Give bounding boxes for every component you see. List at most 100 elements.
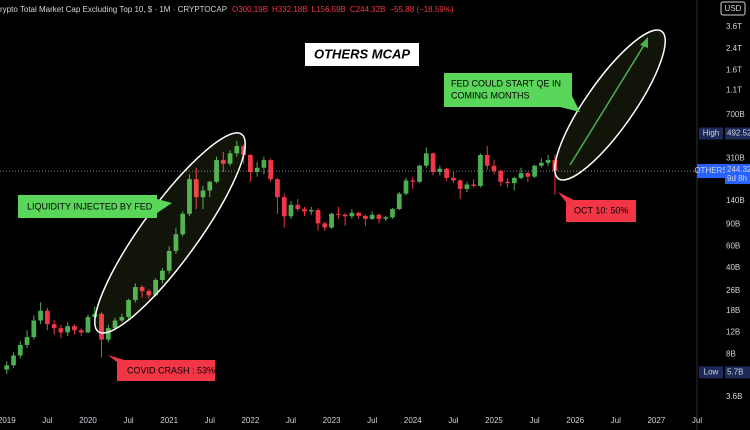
candle-body <box>153 279 159 296</box>
x-tick-label: 2020 <box>79 416 97 425</box>
candle-body <box>505 181 510 184</box>
arrow <box>569 41 647 166</box>
candle-body <box>72 326 77 331</box>
header-value: −55.88 (−18.59%) <box>389 5 453 14</box>
badge-value: 492.52B <box>727 129 750 138</box>
arrow-head <box>640 37 648 48</box>
currency-box <box>720 1 746 16</box>
candle-body <box>451 177 456 181</box>
x-tick-label: 2024 <box>404 416 422 425</box>
currency: USD <box>725 4 742 13</box>
candle-body <box>112 320 118 329</box>
callout-text: COMING MONTHS <box>451 90 530 100</box>
candle-body <box>538 162 544 166</box>
chart-title: OTHERS MCAP <box>314 46 410 61</box>
header-value: C244.32B <box>350 5 386 14</box>
candle-body <box>390 209 395 218</box>
callout-pointer <box>558 192 574 202</box>
candle-body <box>24 337 30 345</box>
y-tick-label: 8B <box>726 349 736 358</box>
candle-body <box>369 214 375 219</box>
callout-pointer <box>560 96 580 112</box>
badge-value-box <box>725 164 750 185</box>
candle-body <box>227 153 233 164</box>
candle-body <box>105 328 111 340</box>
candle-body <box>268 160 274 180</box>
highlight-ellipse <box>554 29 666 181</box>
candle-body <box>126 299 131 318</box>
candle-body <box>160 270 165 280</box>
x-tick-label: 2026 <box>566 416 584 425</box>
x-tick-label: Jul <box>42 416 52 425</box>
candle-body <box>220 160 226 164</box>
candle-body <box>437 168 443 173</box>
candle-body <box>295 204 301 210</box>
badge-countdown: 9d 8h <box>727 174 747 183</box>
x-tick-label: Jul <box>529 416 539 425</box>
candle-body <box>498 170 504 182</box>
y-tick-label: 310B <box>726 153 745 162</box>
candle-body <box>65 326 71 333</box>
callout-pointer <box>108 355 124 362</box>
header-value: O300.19B <box>232 5 268 14</box>
badge-value: 5.7B <box>727 367 743 376</box>
candle-body <box>139 287 145 292</box>
candle-body <box>396 193 402 210</box>
candle-body <box>342 214 348 217</box>
candle-body <box>464 184 470 189</box>
candle-body <box>383 217 389 219</box>
candle-body <box>349 212 355 217</box>
x-tick-label: 2027 <box>647 416 665 425</box>
y-tick-label: 700B <box>726 110 745 119</box>
candle-body <box>363 215 368 219</box>
candle-body <box>491 165 497 171</box>
callout-text: FED COULD START QE IN <box>451 78 561 88</box>
candle-body <box>146 291 152 296</box>
header-value: H332.18B <box>272 5 308 14</box>
candle-body <box>58 328 64 333</box>
candle-body <box>430 153 436 173</box>
callout-pointer <box>157 199 172 213</box>
candle-body <box>471 184 477 186</box>
y-tick-label: 2.4T <box>726 44 742 53</box>
candle-body <box>288 204 294 217</box>
candle-body <box>254 167 260 173</box>
candle-body <box>261 160 267 168</box>
candle-body <box>308 210 314 212</box>
x-tick-label: Jul <box>611 416 621 425</box>
title-box <box>305 43 419 66</box>
candle-body <box>356 212 362 216</box>
candle-body <box>11 355 16 366</box>
candle-body <box>31 320 37 338</box>
candle-body <box>166 250 172 271</box>
x-tick-label: 2021 <box>160 416 178 425</box>
x-tick-label: 2019 <box>0 416 16 425</box>
x-tick-label: Jul <box>205 416 215 425</box>
badge-name: High <box>703 129 719 138</box>
candle-body <box>335 213 341 215</box>
y-tick-label: 1.1T <box>726 86 742 95</box>
candle-body <box>329 213 334 228</box>
candle-body <box>478 154 483 186</box>
candle-body <box>275 179 280 198</box>
candle-body <box>38 310 43 321</box>
candle-body <box>17 344 23 356</box>
candle-body <box>403 180 409 194</box>
candle-body <box>207 181 213 191</box>
y-tick-label: 90B <box>726 220 740 229</box>
candle-body <box>248 154 253 173</box>
header: rypto Total Market Cap Excluding Top 10,… <box>0 5 227 14</box>
x-tick-label: Jul <box>286 416 296 425</box>
candle-body <box>484 154 490 166</box>
candle-body <box>45 310 50 325</box>
candle-body <box>545 160 551 163</box>
x-tick-label: 2022 <box>241 416 259 425</box>
candle-body <box>193 179 199 198</box>
badge <box>699 366 723 379</box>
candle-body <box>322 223 328 228</box>
y-tick-label: 1.6T <box>726 66 742 75</box>
y-tick-label: 26B <box>726 286 740 295</box>
candle-body <box>85 317 91 333</box>
candle-body <box>119 317 125 321</box>
